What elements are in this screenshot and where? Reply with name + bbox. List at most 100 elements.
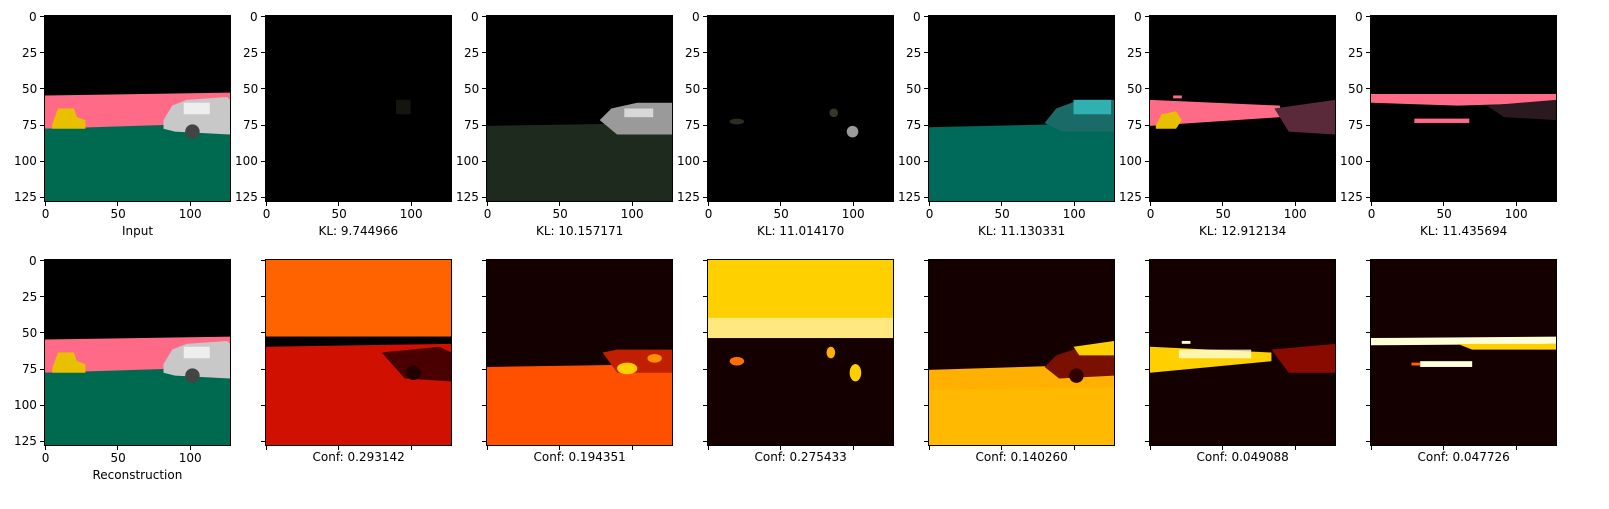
confidence-caption: Conf: 0.293142 bbox=[312, 450, 405, 464]
car-window bbox=[183, 102, 210, 115]
y-tick-label: 100 bbox=[1340, 154, 1363, 169]
orange-streak bbox=[1411, 362, 1421, 366]
decoder-output-image bbox=[1150, 16, 1335, 201]
y-tick-label: 25 bbox=[22, 289, 38, 304]
x-tick-mark bbox=[338, 202, 340, 206]
y-tick-label: 125 bbox=[14, 190, 37, 205]
x-tick-mark bbox=[1073, 202, 1075, 206]
y-tick-label: 125 bbox=[1119, 190, 1142, 205]
x-tick-label: 50 bbox=[1215, 207, 1231, 221]
y-tick-mark bbox=[703, 404, 707, 406]
y-tick-label: 0 bbox=[250, 9, 258, 24]
car-body bbox=[163, 96, 230, 135]
y-tick-mark bbox=[924, 88, 928, 90]
sky-heat-tint bbox=[266, 260, 451, 337]
yellow-object bbox=[52, 352, 86, 373]
y-tick-label: 125 bbox=[456, 190, 479, 205]
x-tick-mark bbox=[1443, 446, 1445, 450]
y-tick-label: 75 bbox=[22, 362, 38, 377]
x-tick-label: 50 bbox=[110, 451, 126, 465]
ground-heat-tint bbox=[929, 387, 1114, 445]
y-tick-mark bbox=[703, 440, 707, 442]
y-tick-mark bbox=[924, 440, 928, 442]
image-panel bbox=[929, 260, 1114, 445]
car-trace bbox=[829, 108, 839, 118]
x-tick-label: 50 bbox=[773, 207, 789, 221]
x-tick-mark bbox=[929, 446, 931, 450]
x-tick-label: 100 bbox=[1283, 207, 1307, 221]
car-trace bbox=[599, 102, 672, 135]
horizon-line bbox=[266, 336, 451, 347]
image-panel bbox=[1150, 260, 1335, 445]
car-trace bbox=[1274, 99, 1335, 135]
reconstruction-image bbox=[45, 260, 230, 445]
x-tick-mark bbox=[1073, 446, 1075, 450]
kl-caption: KL: 11.130331 bbox=[978, 224, 1066, 238]
y-tick-mark bbox=[1366, 296, 1370, 298]
x-tick-mark bbox=[1294, 446, 1296, 450]
y-tick-label: 75 bbox=[1127, 118, 1143, 133]
y-tick-mark bbox=[482, 440, 486, 442]
y-tick-mark bbox=[261, 160, 265, 162]
image-panel bbox=[1150, 16, 1335, 201]
input-image bbox=[45, 16, 230, 201]
y-tick-label: 75 bbox=[464, 118, 480, 133]
x-tick-label: 0 bbox=[41, 451, 50, 465]
y-tick-mark bbox=[40, 404, 44, 406]
confidence-caption: Conf: 0.275433 bbox=[754, 450, 847, 464]
x-tick-mark bbox=[410, 202, 412, 206]
car-shadow bbox=[381, 346, 451, 382]
ground-trace bbox=[929, 122, 1114, 201]
car-body bbox=[163, 340, 230, 379]
y-tick-label: 125 bbox=[235, 190, 258, 205]
y-tick-mark bbox=[40, 52, 44, 54]
ground-heat bbox=[487, 364, 672, 445]
y-tick-label: 100 bbox=[235, 154, 258, 169]
y-tick-label: 25 bbox=[1348, 45, 1364, 60]
y-tick-mark bbox=[261, 16, 265, 18]
x-tick-label: 0 bbox=[41, 207, 50, 221]
x-tick-mark bbox=[1222, 446, 1224, 450]
x-tick-label: 100 bbox=[620, 207, 644, 221]
x-tick-mark bbox=[189, 202, 191, 206]
x-tick-mark bbox=[1371, 446, 1373, 450]
y-tick-mark bbox=[703, 16, 707, 18]
decoder-output-image bbox=[266, 16, 451, 201]
faint-car-trace bbox=[396, 99, 411, 115]
car-highlight bbox=[624, 108, 654, 118]
y-tick-mark bbox=[261, 296, 265, 298]
x-tick-mark bbox=[852, 446, 854, 450]
y-tick-mark bbox=[261, 440, 265, 442]
y-tick-mark bbox=[261, 368, 265, 370]
y-tick-mark bbox=[1145, 440, 1149, 442]
pink-band bbox=[1371, 94, 1556, 106]
decoder-output-image bbox=[708, 16, 893, 201]
y-tick-mark bbox=[924, 124, 928, 126]
decoder-output-image bbox=[929, 16, 1114, 201]
y-tick-label: 75 bbox=[1348, 118, 1364, 133]
x-tick-mark bbox=[1371, 202, 1373, 206]
y-tick-mark bbox=[924, 404, 928, 406]
y-tick-label: 50 bbox=[243, 81, 259, 96]
y-tick-mark bbox=[261, 196, 265, 198]
y-tick-mark bbox=[482, 260, 486, 262]
x-tick-label: 50 bbox=[331, 207, 347, 221]
y-tick-mark bbox=[924, 368, 928, 370]
band-highlight bbox=[1178, 349, 1252, 359]
y-tick-label: 0 bbox=[29, 253, 37, 268]
y-tick-mark bbox=[261, 52, 265, 54]
confidence-map-image bbox=[487, 260, 672, 445]
car-hot-spot-2 bbox=[647, 353, 662, 363]
y-tick-mark bbox=[703, 124, 707, 126]
y-tick-label: 0 bbox=[692, 9, 700, 24]
x-tick-mark bbox=[117, 202, 119, 206]
wheel-trace bbox=[846, 125, 859, 138]
x-tick-mark bbox=[1222, 202, 1224, 206]
x-tick-label: 0 bbox=[483, 207, 492, 221]
x-tick-mark bbox=[266, 446, 268, 450]
white-band bbox=[1371, 336, 1556, 346]
x-tick-label: 0 bbox=[704, 207, 713, 221]
y-tick-mark bbox=[1366, 260, 1370, 262]
y-tick-mark bbox=[40, 368, 44, 370]
y-tick-mark bbox=[261, 332, 265, 334]
